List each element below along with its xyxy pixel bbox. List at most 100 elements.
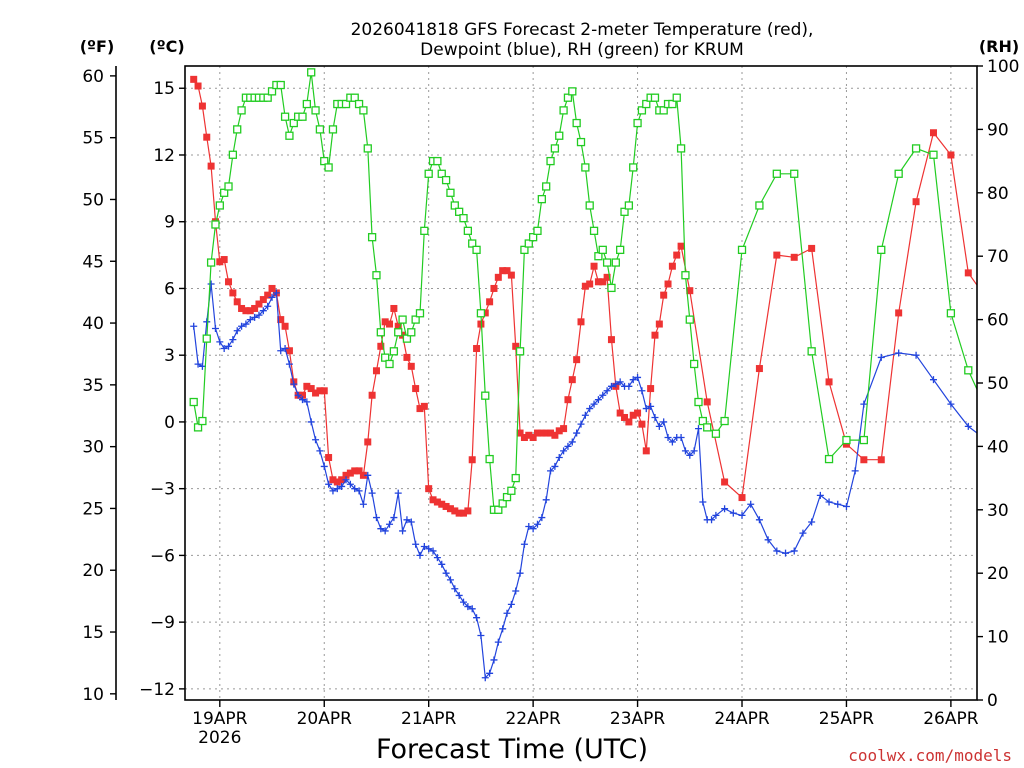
rh-point	[320, 156, 329, 166]
x-tick-label: 22APR	[505, 709, 561, 729]
rh-tick-label: 20	[987, 564, 1009, 584]
dewpoint-point	[460, 598, 468, 606]
dewpoint-point	[599, 391, 607, 399]
rh-tick-label: 90	[987, 120, 1009, 140]
temperature-point	[808, 244, 816, 252]
dewpoint-point	[708, 516, 716, 524]
dewpoint-point	[507, 600, 515, 608]
dewpoint-point	[207, 280, 215, 288]
rh-point	[267, 87, 277, 96]
rh-point	[381, 353, 390, 362]
dewpoint-point	[285, 360, 293, 368]
dewpoint-point	[477, 631, 485, 639]
temperature-point	[238, 304, 246, 312]
temperature-point	[655, 320, 663, 328]
temperature-point	[586, 280, 594, 288]
dewpoint-point	[851, 467, 859, 475]
temperature-point	[364, 438, 372, 446]
temperature-point	[251, 304, 259, 312]
temperature-point	[555, 427, 563, 435]
temperature-point	[285, 347, 293, 355]
dewpoint-point	[394, 489, 402, 497]
dewpoint-point	[203, 318, 211, 326]
rh-point	[807, 347, 816, 356]
temperature-point	[603, 273, 611, 281]
dewpoint-point	[547, 467, 555, 475]
rh-point	[676, 144, 686, 153]
rh-point	[220, 188, 229, 197]
temperature-point	[229, 289, 237, 297]
temperature-point	[333, 478, 341, 486]
dewpoint-point	[325, 480, 333, 488]
x-tick-label: 19APR	[192, 709, 248, 729]
rh-point	[276, 80, 285, 90]
x-tick-sublabel: 2026	[198, 728, 241, 748]
rh-point	[315, 125, 325, 134]
temperature-point	[673, 251, 681, 259]
dewpoint-point	[272, 289, 280, 297]
x-tick-label: 26APR	[923, 709, 979, 729]
dewpoint-point	[225, 342, 233, 350]
fahrenheit-tick-label: 35	[82, 376, 104, 396]
dewpoint-point	[355, 487, 363, 495]
temperature-point	[277, 316, 285, 324]
rh-point	[415, 309, 425, 318]
dewpoint-point	[338, 482, 346, 490]
rh-tick-label: 50	[987, 374, 1009, 394]
dewpoint-point	[877, 353, 885, 361]
dewpoint-point	[594, 396, 602, 404]
rh-point	[555, 131, 564, 140]
dewpoint-point	[603, 387, 611, 395]
temperature-point	[351, 467, 359, 475]
temperature-point	[677, 242, 685, 250]
temperature-point	[703, 398, 711, 406]
temperature-point	[433, 498, 441, 506]
dewpoint-point	[729, 509, 737, 517]
temperature-point	[551, 431, 559, 439]
x-tick-label: 24APR	[714, 709, 770, 729]
dewpoint-point	[520, 540, 528, 548]
rh-point	[1017, 202, 1024, 209]
rh-point	[285, 131, 294, 140]
dewpoint-point	[503, 609, 511, 617]
rh-point	[572, 118, 581, 128]
temperature-point	[529, 434, 537, 442]
rh-point	[542, 182, 551, 191]
rh-point	[455, 207, 464, 216]
temperature-point	[264, 291, 272, 299]
rh-point	[193, 423, 203, 432]
rh-point	[202, 334, 211, 343]
temperature-point	[1000, 343, 1007, 350]
temperature-point	[755, 365, 763, 373]
dewpoint-point	[577, 420, 585, 428]
temperature-point	[220, 256, 228, 264]
rh-point	[533, 226, 542, 235]
celsius-tick-label: 9	[164, 213, 175, 233]
rh-point	[502, 492, 512, 502]
dewpoint-point	[386, 520, 394, 528]
temperature-point	[660, 291, 668, 299]
rh-point	[498, 499, 507, 508]
rh-point	[324, 163, 333, 172]
temperature-point	[473, 345, 481, 353]
rh-point	[494, 505, 503, 514]
rh-point	[894, 169, 903, 178]
temperature-point	[225, 278, 233, 286]
rh-point	[772, 169, 781, 178]
dewpoint-point	[590, 400, 598, 408]
dewpoint-point	[490, 656, 498, 664]
rh-point	[411, 315, 420, 324]
dewpoint-point	[312, 436, 320, 444]
dewpoint-point	[251, 313, 259, 321]
dewpoint-point	[381, 527, 389, 535]
dewpoint-point	[686, 451, 694, 459]
rh-point	[568, 87, 577, 96]
rh-point	[402, 334, 412, 343]
temperature-point	[316, 387, 324, 395]
rh-point	[602, 258, 612, 267]
rh-point	[189, 397, 198, 407]
dewpoint-point	[842, 502, 850, 510]
rh-point	[363, 144, 372, 153]
